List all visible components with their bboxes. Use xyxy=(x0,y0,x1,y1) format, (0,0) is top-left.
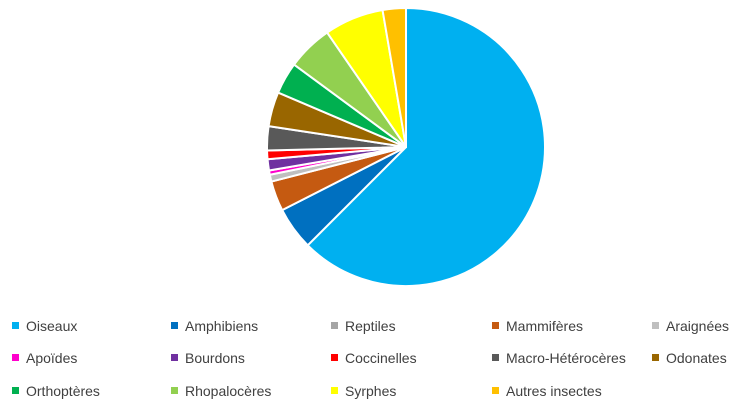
legend-swatch-mammiferes xyxy=(492,322,499,329)
legend-label-reptiles: Reptiles xyxy=(345,318,396,334)
legend-swatch-reptiles xyxy=(331,322,338,329)
legend-item-odonates: Odonates xyxy=(652,350,727,366)
legend-item-coccinelles: Coccinelles xyxy=(331,350,417,366)
legend-label-odonates: Odonates xyxy=(666,350,727,366)
legend: Oiseaux Amphibiens Reptiles Mammifères Araig… xyxy=(12,318,729,399)
legend-swatch-apoides xyxy=(12,354,19,361)
legend-swatch-oiseaux xyxy=(12,322,19,329)
legend-item-autres-insectes: Autres insectes xyxy=(492,383,602,399)
legend-label-amphibiens: Amphibiens xyxy=(185,318,258,334)
legend-label-macro-heteroceres: Macro-Hétérocères xyxy=(506,350,626,366)
legend-label-mammiferes: Mammifères xyxy=(506,318,583,334)
legend-item-syrphes: Syrphes xyxy=(331,383,396,399)
legend-label-araignees: Araignées xyxy=(666,318,729,334)
legend-item-amphibiens: Amphibiens xyxy=(171,318,258,334)
legend-swatch-autres-insectes xyxy=(492,387,499,394)
legend-label-oiseaux: Oiseaux xyxy=(26,318,77,334)
legend-swatch-amphibiens xyxy=(171,322,178,329)
legend-swatch-orthopteres xyxy=(12,387,19,394)
legend-item-macro-heteroceres: Macro-Hétérocères xyxy=(492,350,626,366)
legend-item-bourdons: Bourdons xyxy=(171,350,245,366)
legend-label-rhopaloceres: Rhopalocères xyxy=(185,383,271,399)
legend-label-coccinelles: Coccinelles xyxy=(345,350,417,366)
legend-swatch-odonates xyxy=(652,354,659,361)
legend-swatch-rhopaloceres xyxy=(171,387,178,394)
legend-label-syrphes: Syrphes xyxy=(345,383,396,399)
legend-item-mammiferes: Mammifères xyxy=(492,318,583,334)
legend-item-apoides: Apoïdes xyxy=(12,350,77,366)
pie-slice-autres-insectes xyxy=(381,7,407,148)
legend-item-orthopteres: Orthoptères xyxy=(12,383,100,399)
legend-swatch-macro-heteroceres xyxy=(492,354,499,361)
legend-swatch-araignees xyxy=(652,322,659,329)
legend-label-autres-insectes: Autres insectes xyxy=(506,383,602,399)
legend-item-araignees: Araignées xyxy=(652,318,729,334)
legend-label-bourdons: Bourdons xyxy=(185,350,245,366)
legend-label-apoides: Apoïdes xyxy=(26,350,77,366)
legend-label-orthopteres: Orthoptères xyxy=(26,383,100,399)
legend-item-reptiles: Reptiles xyxy=(331,318,396,334)
legend-swatch-syrphes xyxy=(331,387,338,394)
legend-swatch-coccinelles xyxy=(331,354,338,361)
pie-slices xyxy=(266,7,546,287)
legend-item-oiseaux: Oiseaux xyxy=(12,318,77,334)
pie-slice-oiseaux xyxy=(306,7,546,287)
legend-item-rhopaloceres: Rhopalocères xyxy=(171,383,271,399)
legend-swatch-bourdons xyxy=(171,354,178,361)
